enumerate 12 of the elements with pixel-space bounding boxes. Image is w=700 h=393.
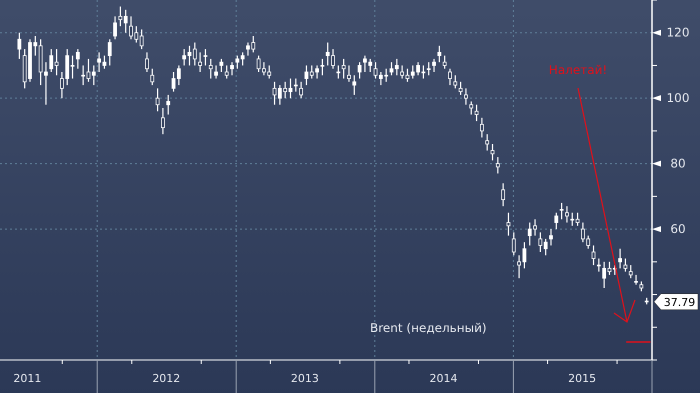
x-tick-label: 2013 (290, 372, 319, 385)
y-tick-label: 120 (666, 26, 690, 40)
x-tick-label: 2014 (430, 372, 458, 385)
x-tick-label: 2012 (152, 372, 180, 385)
y-tick-label: 80 (670, 156, 686, 171)
x-tick-label: 2011 (13, 372, 42, 385)
y-tick-label: 100 (666, 91, 690, 106)
annotation: Налетай! (548, 63, 608, 77)
annotation: 37.79 (664, 296, 696, 309)
x-tick-label: 2015 (568, 372, 596, 385)
text: Brent (недельный) (370, 321, 487, 335)
y-tick-label: 60 (670, 222, 686, 236)
